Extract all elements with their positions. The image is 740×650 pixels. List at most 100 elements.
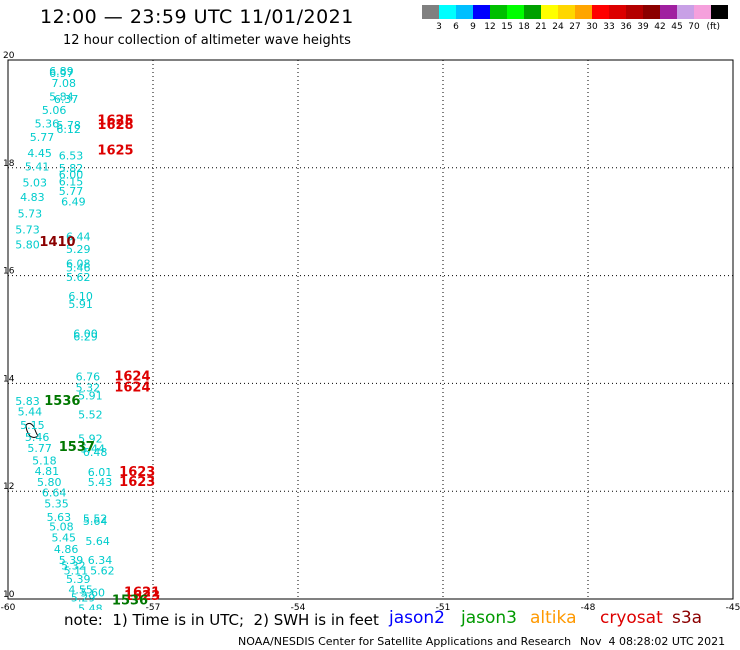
colorbar-tick-label: 12: [484, 22, 496, 32]
colorbar-swatch: [609, 5, 626, 19]
swh-label: 5.91: [68, 298, 93, 311]
swh-label: 5.15: [20, 419, 45, 432]
colorbar-swatch: [473, 5, 490, 19]
swh-label: 6.10: [68, 290, 93, 303]
colorbar-tick-label: 15: [501, 22, 513, 32]
swh-label: 5.77: [27, 442, 52, 455]
swh-label: 5.82: [59, 162, 84, 175]
altimeter-map: 20 18 16 14 12 10 -60 -57 -54 -51 -48 -45 6.896.977.…: [1, 51, 740, 610]
lat-tick-label: 10: [3, 590, 15, 600]
page-subtitle: 12 hour collection of altimeter wave hei…: [63, 33, 351, 48]
swh-label: 5.43: [88, 476, 113, 489]
swh-label: 5.39: [59, 554, 84, 567]
swh-label: 6.48: [83, 446, 108, 459]
colorbar-swatch: [439, 5, 456, 19]
colorbar-tick-label: 36: [620, 22, 632, 32]
swh-label: 5.41: [25, 160, 49, 173]
swh-label: 5.46: [66, 261, 91, 274]
colorbar-tick-label: 6: [453, 22, 459, 32]
lat-tick-label: 12: [3, 482, 14, 492]
swh-label: 5.60: [81, 586, 106, 599]
swh-label: 6.00: [73, 328, 98, 341]
swh-label: 5.73: [15, 224, 40, 237]
swh-label: 5.80: [15, 239, 40, 252]
swh-label: 5.92: [78, 433, 103, 446]
lon-tick-label: -45: [726, 603, 740, 610]
swh-label: 6.44: [66, 231, 91, 244]
swh-label: 5.18: [32, 454, 57, 467]
colorbar-tick-label: 42: [654, 22, 666, 32]
colorbar-tick-label: 24: [552, 22, 564, 32]
swh-label: 4.83: [20, 191, 45, 204]
colorbar-tick-label: 3: [436, 22, 442, 32]
colorbar-tick-label: 33: [603, 22, 615, 32]
swh-label: 5.48: [78, 602, 103, 610]
lat-tick-label: 14: [3, 374, 15, 384]
swh-label: 6.29: [73, 330, 98, 343]
colorbar-tick-label: 9: [470, 22, 476, 32]
colorbar-swatch: [660, 5, 677, 19]
pass-time-label: 1628: [97, 118, 133, 133]
swh-label: 5.84: [49, 90, 73, 103]
swh-label: 5.06: [42, 104, 66, 117]
swh-label: 6.76: [76, 371, 101, 384]
swh-label: 5.46: [25, 431, 49, 444]
colorbar-swatch: [422, 5, 439, 19]
generated-timestamp: Nov 4 08:28:02 UTC 2021: [580, 635, 726, 648]
swh-label: 5.78: [56, 119, 80, 132]
swh-label: 5.36: [35, 117, 60, 130]
swh-label: 6.53: [59, 150, 84, 163]
swh-label: 5.44: [18, 406, 42, 419]
swh-label: 5.73: [18, 207, 42, 220]
swh-label: 6.00: [59, 169, 84, 182]
pass-time-label: 1536: [112, 593, 148, 608]
pass-time-label: 1624: [114, 370, 150, 385]
pass-time-label: 1625: [97, 143, 133, 158]
pass-time-label: 1623: [119, 465, 155, 480]
colorbar-swatch: [507, 5, 524, 19]
swh-label: 6.12: [56, 123, 80, 136]
swh-label: 4.45: [27, 147, 52, 160]
swh-label: 6.89: [49, 65, 73, 78]
colorbar-swatch: [541, 5, 558, 19]
swh-label: 5.64: [85, 535, 110, 548]
lat-tick-label: 18: [3, 159, 15, 169]
colorbar-tick-label: 21: [535, 22, 547, 32]
swh-label: 5.32: [76, 381, 101, 394]
swh-label: 5.44: [81, 442, 106, 455]
swh-label: 6.08: [66, 258, 91, 271]
swh-label: 5.77: [30, 131, 55, 144]
swh-label: 5.35: [44, 497, 69, 510]
colorbar-tick-label: 70: [688, 22, 700, 32]
swh-label: 4.86: [54, 543, 79, 556]
satellite-legend-item: jason2: [389, 608, 445, 628]
lon-tick-label: -60: [1, 603, 16, 610]
colorbar-tick-label: 30: [586, 22, 598, 32]
page-title: 12:00 — 23:59 UTC 11/01/2021: [40, 6, 354, 28]
swh-label: 5.29: [66, 243, 91, 256]
lon-tick-label: -57: [146, 603, 161, 610]
colorbar-swatch: [626, 5, 643, 19]
satellite-legend-item: s3a: [672, 608, 703, 628]
colorbar-unit: (ft): [706, 22, 721, 32]
satellite-legend-item: cryosat: [600, 608, 663, 628]
swh-label: 5.91: [78, 390, 103, 403]
swh-label: 5.52: [83, 512, 108, 525]
swh-label: 5.83: [15, 395, 40, 408]
lon-tick-label: -51: [436, 603, 451, 610]
pass-time-label: 1621: [124, 585, 160, 600]
satellite-legend-item: altika: [530, 608, 577, 628]
swh-label: 6.37: [54, 93, 79, 106]
swh-label: 5.64: [83, 515, 108, 528]
colorbar-tick-label: 18: [518, 22, 530, 32]
swh-label: 5.77: [59, 185, 84, 198]
swh-label: 4.81: [35, 465, 60, 478]
swh-label: 5.08: [49, 521, 73, 534]
colorbar-swatch: [575, 5, 592, 19]
lat-tick-label: 16: [3, 267, 15, 277]
pass-time-label: 1410: [39, 235, 75, 250]
swh-label: 5.29: [71, 592, 96, 605]
swh-label: 6.97: [49, 67, 73, 80]
footer-note: note: 1) Time is in UTC; 2) SWH is in fe…: [64, 611, 379, 629]
colorbar-tick-label: 45: [671, 22, 683, 32]
